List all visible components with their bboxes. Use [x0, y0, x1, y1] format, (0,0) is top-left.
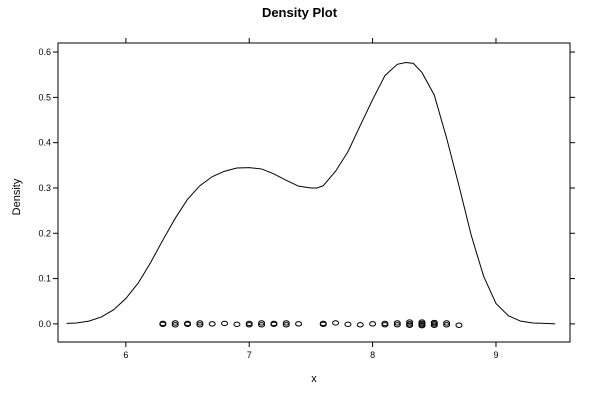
- data-point: [171, 322, 179, 328]
- series-layer: [66, 61, 556, 325]
- x-tick-label: 6: [123, 350, 128, 360]
- y-tick-label: 0.2: [38, 228, 51, 238]
- data-point: [332, 320, 340, 326]
- data-point: [233, 321, 241, 328]
- data-point: [406, 319, 414, 325]
- y-tick-label: 0.3: [38, 183, 51, 193]
- data-point: [208, 321, 216, 327]
- data-point: [443, 322, 451, 328]
- y-axis-ticks: 0.0 0.1 0.2 0.3 0.4 0.5 0.6: [38, 47, 575, 329]
- data-point: [418, 322, 426, 329]
- x-tick-label: 8: [370, 350, 375, 360]
- data-point: [184, 321, 192, 328]
- x-tick-label: 9: [493, 350, 498, 360]
- data-point: [270, 321, 278, 328]
- rug-layer: [159, 319, 463, 329]
- data-point: [245, 322, 253, 328]
- data-point: [282, 320, 290, 326]
- data-point: [171, 320, 179, 326]
- x-tick-label: 7: [247, 350, 252, 360]
- data-point: [258, 320, 266, 326]
- x-axis-ticks: 6 7 8 9: [123, 38, 498, 360]
- y-axis-label: Density: [11, 178, 23, 215]
- plot-frame: [57, 42, 571, 343]
- data-point: [196, 322, 204, 328]
- data-point: [406, 322, 414, 328]
- data-point: [393, 320, 401, 326]
- data-point: [356, 322, 364, 328]
- data-point: [381, 322, 389, 328]
- density-curve: [66, 61, 556, 325]
- chart-title: Density Plot: [262, 5, 338, 20]
- data-point: [159, 321, 167, 328]
- data-point: [344, 321, 352, 328]
- y-tick-label: 0.1: [38, 274, 51, 284]
- data-point: [282, 322, 290, 328]
- data-point: [369, 321, 377, 327]
- data-point: [455, 322, 463, 328]
- x-axis-label: x: [311, 373, 317, 385]
- data-point: [393, 322, 401, 328]
- y-tick-label: 0.0: [38, 319, 51, 329]
- data-point: [258, 322, 266, 328]
- data-point: [196, 320, 204, 326]
- y-tick-label: 0.6: [38, 47, 51, 57]
- data-point: [319, 321, 327, 328]
- data-point: [221, 320, 229, 327]
- y-tick-label: 0.5: [38, 92, 51, 102]
- data-point: [430, 322, 438, 328]
- y-tick-label: 0.4: [38, 138, 51, 148]
- data-point: [295, 321, 303, 327]
- data-point: [443, 320, 451, 326]
